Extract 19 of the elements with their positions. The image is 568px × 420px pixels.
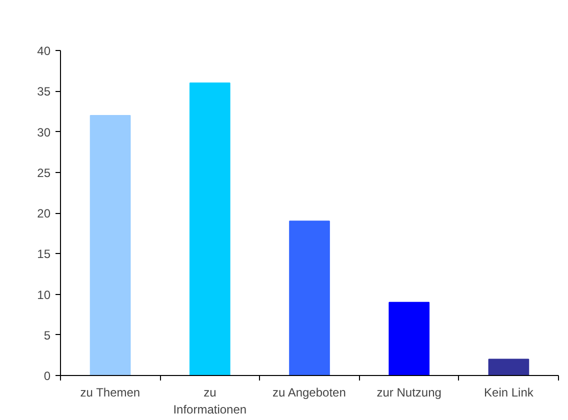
bar [90, 115, 131, 376]
x-tick-label: Kein Link [484, 386, 534, 400]
x-tick-label: zu Themen [80, 386, 140, 400]
y-tick-label: 35 [37, 84, 51, 99]
bar [488, 358, 530, 376]
y-tick-label: 25 [37, 166, 51, 180]
x-tick-label: zur Nutzung [376, 386, 442, 400]
y-tick-label: 20 [37, 206, 51, 220]
x-tick-label: zu Informationen [173, 386, 247, 416]
y-tick-label: 15 [37, 247, 51, 262]
y-tick-label: 5 [44, 328, 51, 342]
y-tick-label: 0 [44, 369, 51, 383]
y-tick-label: 10 [37, 288, 51, 302]
y-tick-label: 40 [37, 44, 51, 58]
bar [388, 302, 430, 376]
bar [189, 82, 230, 376]
x-tick-label: zu Angeboten [272, 386, 346, 400]
y-tick-label: 30 [37, 125, 51, 140]
bar [289, 220, 330, 376]
